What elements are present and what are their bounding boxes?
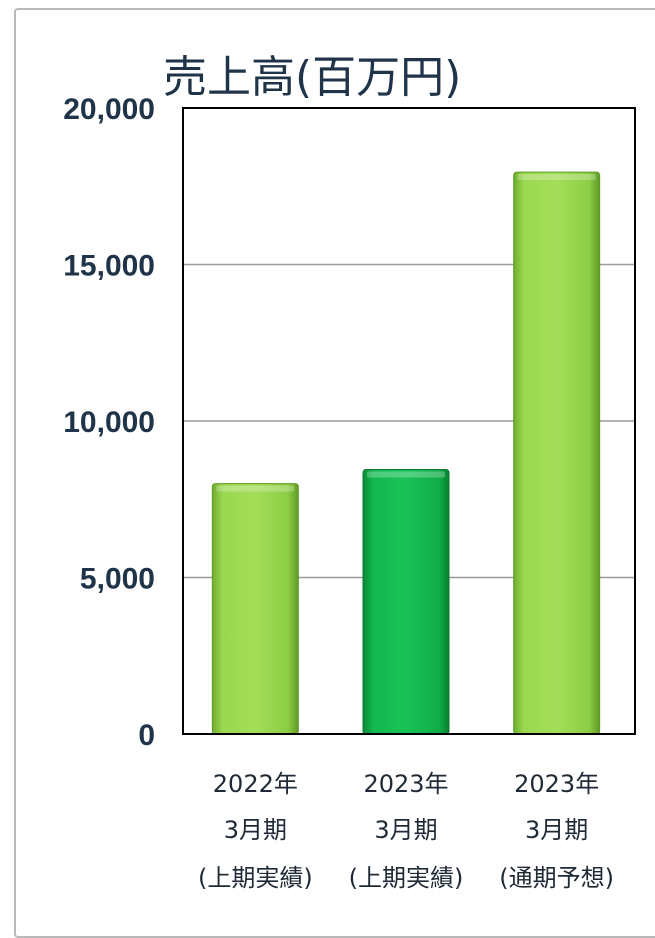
category-label-line: 3月期 bbox=[525, 816, 588, 844]
chart-title: 売上高(百万円) bbox=[163, 52, 461, 103]
bar-layer bbox=[211, 171, 601, 735]
bar-bevel bbox=[517, 174, 596, 181]
y-tick-label: 10,000 bbox=[63, 406, 155, 439]
category-label-line: (上期実績) bbox=[349, 864, 464, 892]
y-tick-label: 5,000 bbox=[80, 563, 155, 596]
y-tick-label: 15,000 bbox=[63, 250, 155, 283]
category-label-line: (上期実績) bbox=[198, 864, 313, 892]
category-label-line: 3月期 bbox=[224, 816, 287, 844]
bar-bevel bbox=[216, 485, 295, 492]
bar-bevel bbox=[367, 471, 445, 478]
x-axis-categories: 2022年 3月期 (上期実績) 2023年 3月期 (上期実績) 2023年 … bbox=[198, 770, 614, 892]
category-label-line: 2022年 bbox=[213, 770, 298, 798]
y-tick-label: 0 bbox=[138, 719, 155, 752]
bar bbox=[211, 483, 299, 735]
category-label-line: 2023年 bbox=[514, 770, 599, 798]
bar bbox=[362, 469, 450, 735]
category-label-line: 2023年 bbox=[363, 770, 448, 798]
plot-area-border bbox=[182, 107, 636, 735]
y-axis-ticks: 0 5,000 10,000 15,000 20,000 bbox=[63, 93, 155, 752]
y-tick-label: 20,000 bbox=[63, 93, 155, 126]
bar bbox=[513, 171, 601, 735]
category-label-line: 3月期 bbox=[374, 816, 437, 844]
category-label-line: (通期予想) bbox=[499, 864, 614, 892]
